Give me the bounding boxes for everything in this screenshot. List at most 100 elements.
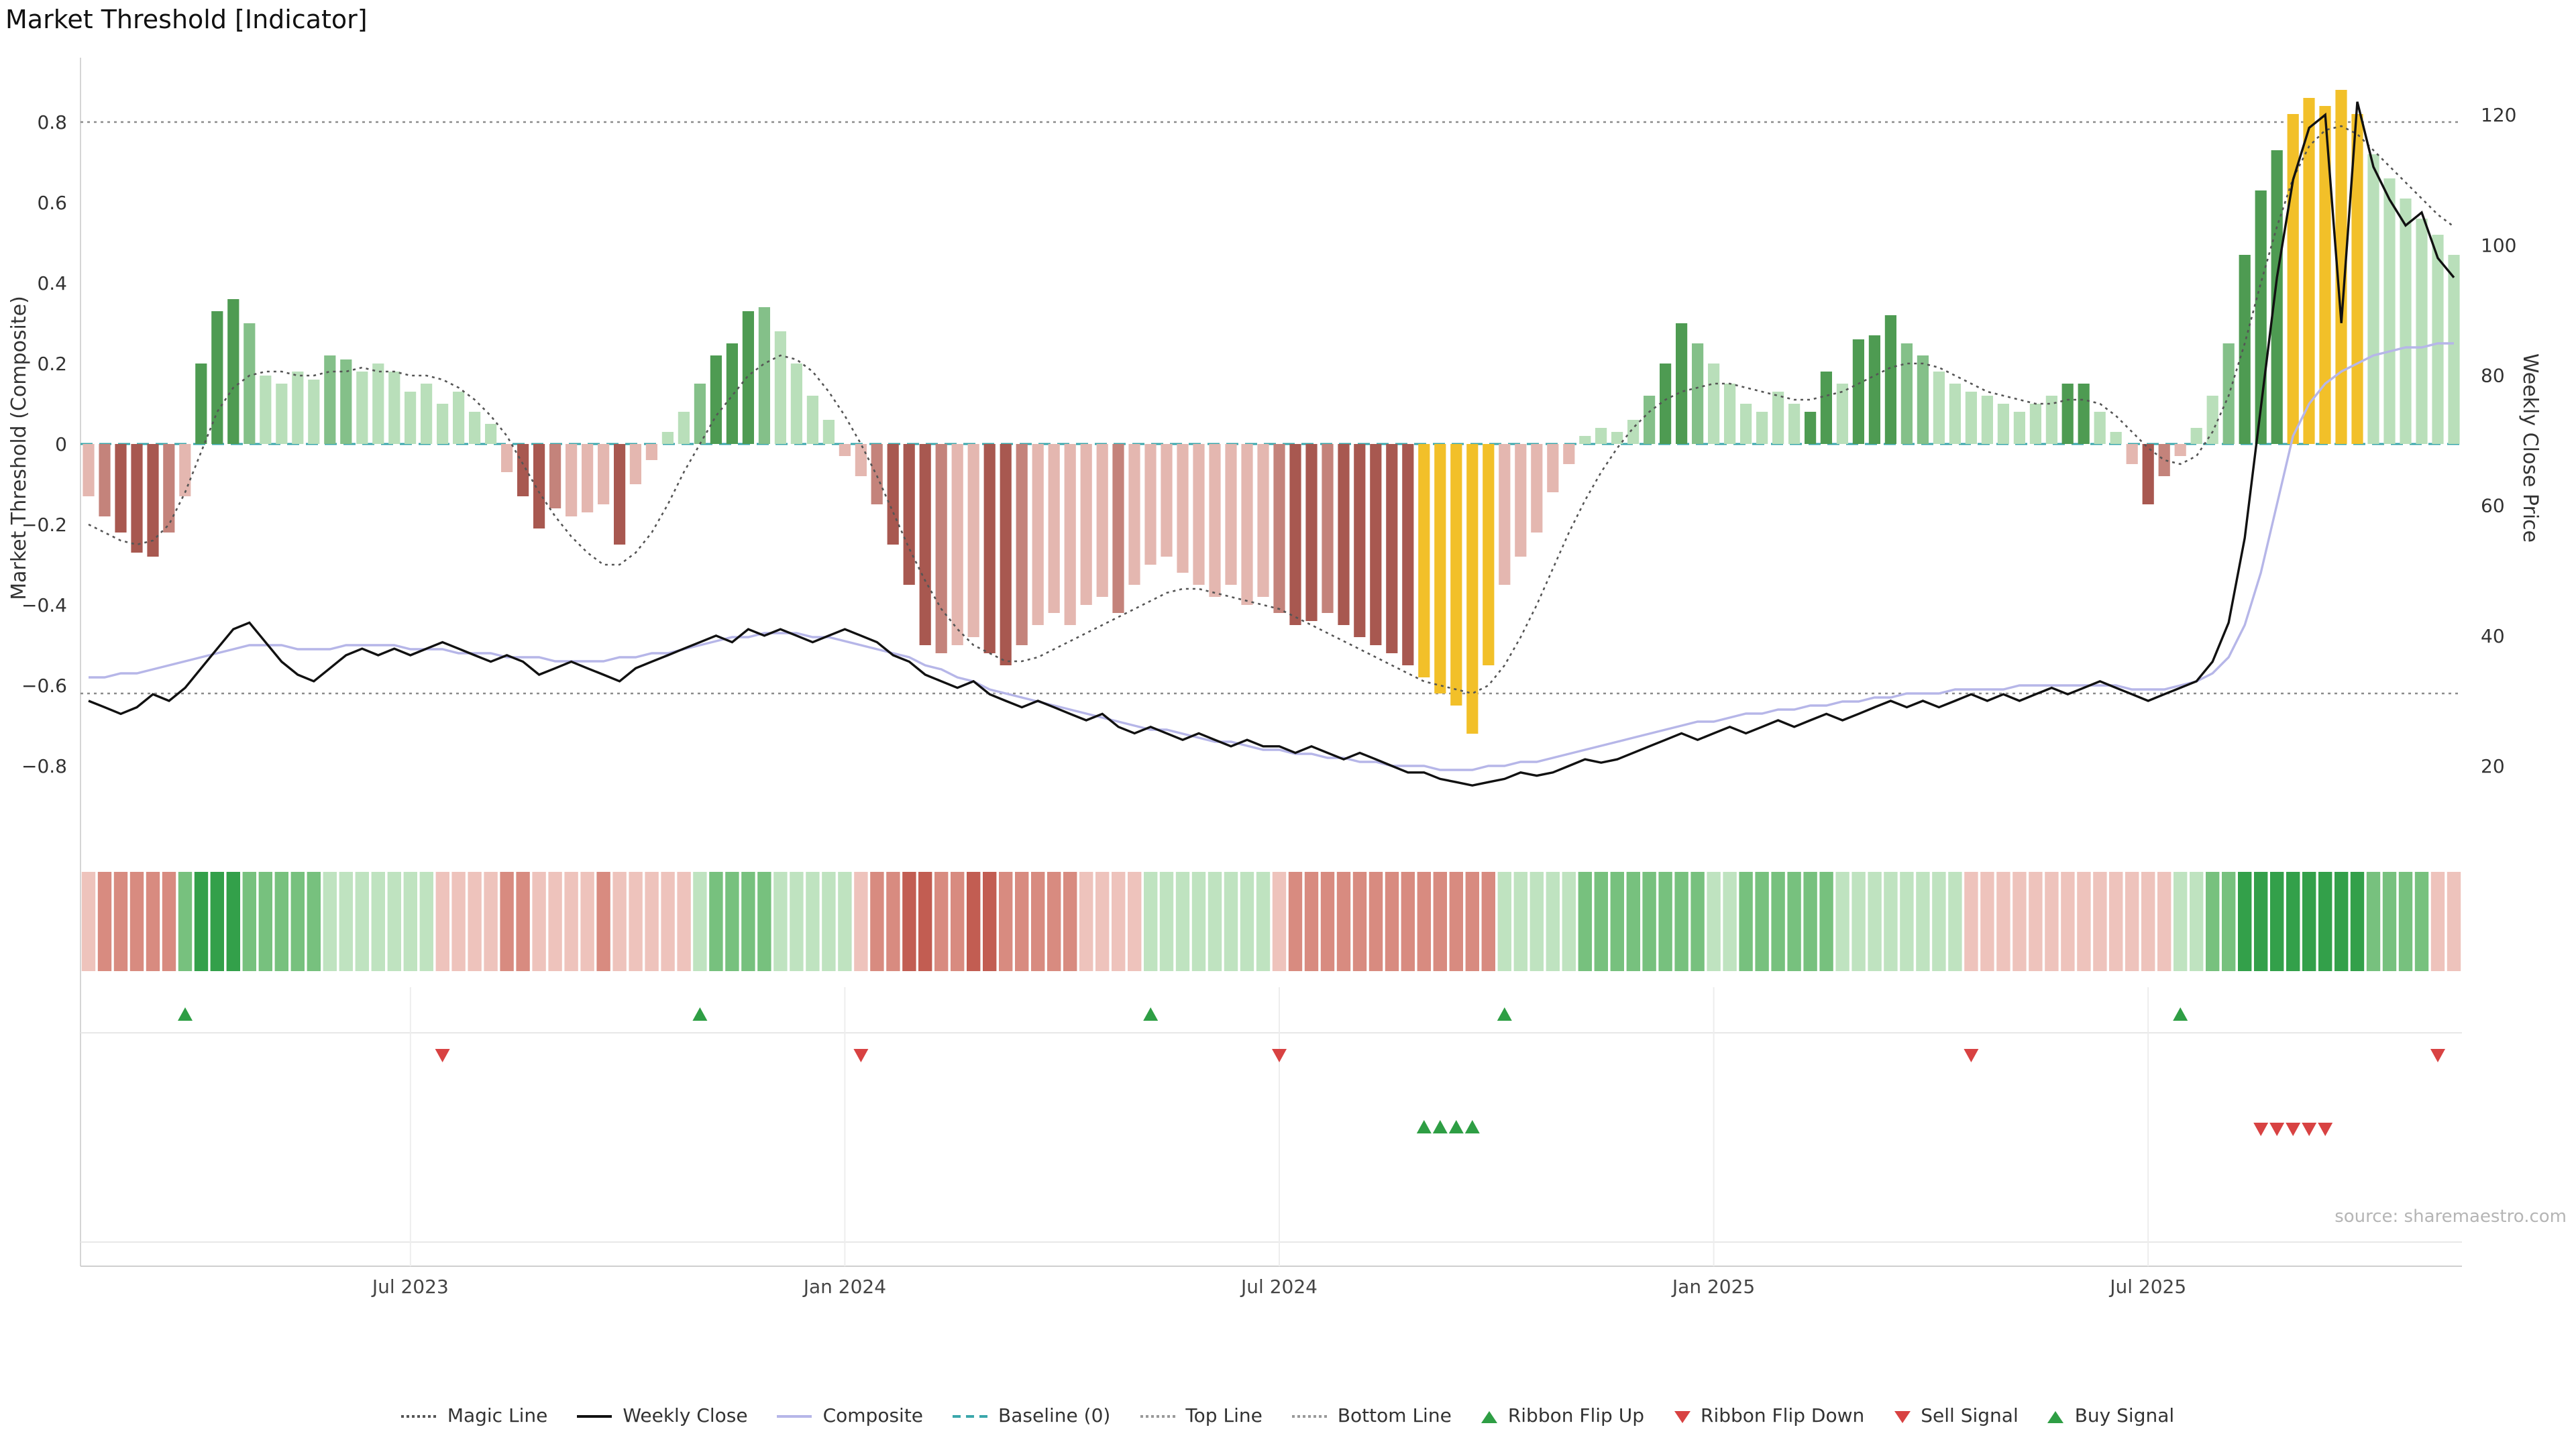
- ribbon-flip-up-marker: [1143, 1007, 1159, 1021]
- ribbon-cell: [1626, 872, 1640, 971]
- ribbon-cell: [677, 872, 691, 971]
- ribbon-cell: [2430, 872, 2445, 971]
- threshold-bar: [1868, 335, 1880, 444]
- threshold-bar: [1595, 428, 1607, 444]
- threshold-bar: [1499, 444, 1511, 585]
- threshold-bar: [1852, 339, 1864, 444]
- ribbon-cell: [2190, 872, 2204, 971]
- ribbon-cell: [1191, 872, 1206, 971]
- ribbon-cell: [1884, 872, 1898, 971]
- x-tick-label: Jan 2024: [802, 1276, 886, 1298]
- legend-label: Buy Signal: [2074, 1406, 2175, 1427]
- ribbon-cell: [194, 872, 209, 971]
- ribbon-flip-up-marker: [178, 1007, 193, 1021]
- ribbon-cell: [1320, 872, 1335, 971]
- threshold-bar: [1547, 444, 1559, 492]
- ribbon-cell: [2302, 872, 2316, 971]
- ribbon-cell: [2366, 872, 2381, 971]
- threshold-bar: [1917, 355, 1929, 444]
- threshold-bar: [1289, 444, 1301, 625]
- threshold-bar: [115, 444, 127, 533]
- threshold-bar: [2206, 396, 2218, 444]
- ribbon-cell: [2109, 872, 2123, 971]
- threshold-bar: [356, 372, 368, 444]
- threshold-bar: [1692, 343, 1704, 444]
- threshold-bar: [661, 432, 674, 444]
- legend-label: Sell Signal: [1921, 1406, 2019, 1427]
- threshold-bar: [919, 444, 931, 645]
- threshold-bar: [806, 396, 818, 444]
- threshold-bar: [453, 392, 465, 444]
- ribbon-cell: [741, 872, 755, 971]
- ribbon-cell: [934, 872, 949, 971]
- ribbon-cell: [1047, 872, 1061, 971]
- ribbon-cell: [1546, 872, 1560, 971]
- threshold-bar: [582, 444, 594, 512]
- threshold-bar: [1064, 444, 1076, 625]
- threshold-bar: [1611, 432, 1623, 444]
- ribbon-cell: [1916, 872, 1930, 971]
- ribbon-cell: [1707, 872, 1721, 971]
- threshold-bar: [147, 444, 159, 557]
- ribbon-cell: [500, 872, 514, 971]
- ribbon-cell: [1513, 872, 1527, 971]
- ribbon-cell: [1996, 872, 2010, 971]
- legend-label: Composite: [822, 1406, 924, 1427]
- ribbon-cell: [1980, 872, 1994, 971]
- ribbon-cell: [403, 872, 417, 971]
- ribbon-cell: [580, 872, 594, 971]
- threshold-bar: [1515, 444, 1527, 557]
- ribbon-cell: [1787, 872, 1801, 971]
- left-tick-label: 0.4: [37, 272, 67, 294]
- ribbon-cell: [2270, 872, 2284, 971]
- ribbon-cell: [709, 872, 723, 971]
- threshold-bar: [1884, 315, 1896, 444]
- threshold-bar: [2367, 154, 2379, 444]
- threshold-bar: [2142, 444, 2154, 504]
- legend-label: Ribbon Flip Down: [1701, 1406, 1865, 1427]
- ribbon-cell: [307, 872, 321, 971]
- threshold-bar: [1225, 444, 1237, 585]
- threshold-bar: [1257, 444, 1269, 597]
- threshold-bar: [726, 343, 738, 444]
- threshold-bar: [2416, 219, 2428, 444]
- threshold-bar: [951, 444, 963, 645]
- threshold-bar: [2158, 444, 2170, 476]
- ribbon-cell: [2206, 872, 2220, 971]
- threshold-bar: [1579, 436, 1591, 444]
- threshold-bar: [533, 444, 545, 528]
- ribbon-cell: [419, 872, 433, 971]
- ribbon-cell: [1594, 872, 1608, 971]
- threshold-bar: [1933, 372, 1945, 444]
- triangle-up-icon: [2047, 1410, 2064, 1422]
- ribbon-cell: [2334, 872, 2349, 971]
- x-tick-label: Jan 2025: [1671, 1276, 1755, 1298]
- threshold-bar: [2110, 432, 2122, 444]
- weekly-close-line: [88, 101, 2455, 787]
- ribbon-flip-up-marker: [692, 1007, 708, 1021]
- threshold-bar: [1997, 404, 2009, 444]
- threshold-bar: [485, 424, 497, 444]
- triangle-up-icon: [1481, 1410, 1497, 1422]
- threshold-bar: [437, 404, 449, 444]
- ribbon-cell: [951, 872, 965, 971]
- threshold-bar: [1273, 444, 1285, 613]
- left-tick-label: −0.2: [21, 514, 67, 536]
- ribbon-cell: [2286, 872, 2300, 971]
- right-tick-label: 120: [2481, 104, 2516, 126]
- ribbon-cell: [355, 872, 369, 971]
- threshold-bar: [871, 444, 883, 504]
- ribbon-cell: [1224, 872, 1238, 971]
- threshold-bar: [1708, 364, 1720, 444]
- sell-signal-marker: [2318, 1123, 2333, 1136]
- ribbon-cell: [1128, 872, 1142, 971]
- threshold-bar: [1660, 364, 1672, 444]
- threshold-bar: [1161, 444, 1173, 557]
- x-tick-label: Jul 2024: [1240, 1276, 1318, 1298]
- threshold-bar: [1209, 444, 1221, 597]
- buy-signal-marker: [1464, 1120, 1480, 1133]
- ribbon-cell: [210, 872, 224, 971]
- left-tick-label: 0: [55, 433, 67, 455]
- threshold-bar: [822, 420, 835, 444]
- ribbon-cell: [1578, 872, 1592, 971]
